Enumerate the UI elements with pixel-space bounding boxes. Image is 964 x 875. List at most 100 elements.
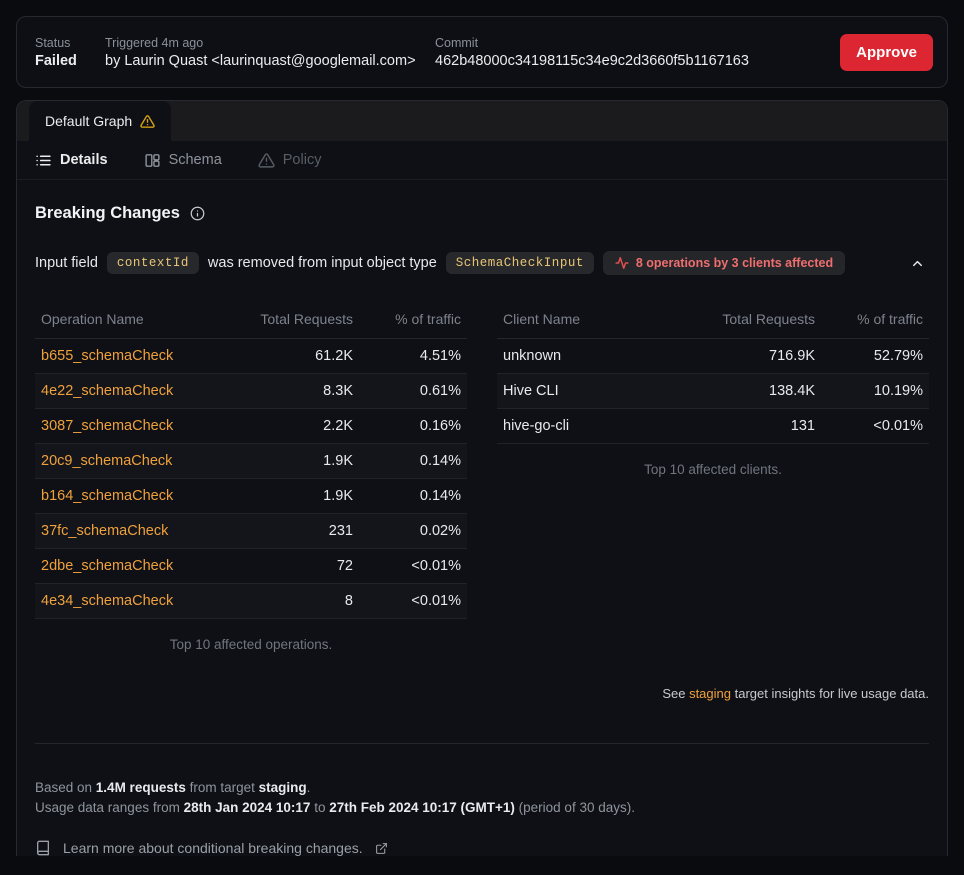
alert-triangle-icon [258, 152, 275, 169]
table-row: hive-go-cli 131 <0.01% [497, 408, 929, 444]
traffic-percent-cell: 0.16% [359, 408, 467, 444]
table-row: 20c9_schemaCheck 1.9K 0.14% [35, 443, 467, 479]
operation-link[interactable]: 4e34_schemaCheck [41, 593, 174, 609]
warning-triangle-icon [140, 114, 155, 129]
total-requests-cell: 131 [713, 408, 821, 444]
external-link-icon [375, 842, 388, 855]
tab-policy[interactable]: Policy [258, 152, 322, 169]
info-icon[interactable] [190, 206, 205, 221]
check-panel: Default Graph Details Schema [16, 100, 948, 856]
usage-tables: Operation Name Total Requests % of traff… [35, 301, 929, 652]
clients-caption: Top 10 affected clients. [644, 462, 782, 477]
total-requests-cell: 1.9K [251, 478, 359, 514]
field-code-badge: contextId [106, 252, 199, 274]
operation-link[interactable]: 37fc_schemaCheck [41, 523, 169, 539]
subtab-bar: Details Schema Policy [17, 141, 947, 180]
operation-link[interactable]: 2dbe_schemaCheck [41, 558, 174, 574]
schema-icon [144, 152, 161, 169]
affected-operations-badge[interactable]: 8 operations by 3 clients affected [602, 251, 846, 275]
commit-block: Commit 462b48000c34198115c34e9c2d3660f5b… [435, 36, 840, 69]
traffic-percent-cell: 52.79% [821, 338, 929, 374]
total-requests-cell: 8 [251, 583, 359, 619]
operation-link[interactable]: b164_schemaCheck [41, 488, 174, 504]
affected-operations-label: 8 operations by 3 clients affected [635, 256, 834, 270]
total-requests-cell: 8.3K [251, 373, 359, 409]
highlighted-text: 1.4M requests [95, 780, 186, 795]
text-segment: to [310, 800, 330, 815]
traffic-percent-cell: 0.61% [359, 373, 467, 409]
col-client-name: Client Name [497, 301, 713, 339]
chevron-up-icon[interactable] [906, 252, 929, 275]
approve-button[interactable]: Approve [840, 33, 933, 71]
tab-schema-label: Schema [168, 152, 222, 168]
operation-name-cell: 37fc_schemaCheck [35, 513, 251, 549]
triggered-label: Triggered 4m ago [105, 35, 204, 50]
breaking-change-row[interactable]: Input field contextId was removed from i… [35, 251, 929, 275]
type-code-badge: SchemaCheckInput [445, 252, 594, 274]
operation-name-cell: 4e22_schemaCheck [35, 373, 251, 409]
client-name-cell: unknown [497, 338, 713, 374]
operation-link[interactable]: 3087_schemaCheck [41, 418, 174, 434]
operations-caption: Top 10 affected operations. [169, 637, 333, 652]
operation-name-cell: 4e34_schemaCheck [35, 583, 251, 619]
status-block: Status Failed [35, 36, 89, 69]
status-value: Failed [35, 52, 77, 69]
tab-policy-label: Policy [282, 152, 322, 168]
client-name-cell: Hive CLI [497, 373, 713, 409]
usage-summary-line1: Based on 1.4M requests from target stagi… [35, 778, 929, 798]
page: Status Failed Triggered 4m ago by Laurin… [16, 16, 948, 856]
text-segment: . [306, 780, 311, 795]
traffic-percent-cell: 4.51% [359, 338, 467, 374]
total-requests-cell: 138.4K [713, 373, 821, 409]
activity-pulse-icon [615, 256, 629, 270]
table-row: 2dbe_schemaCheck 72 <0.01% [35, 548, 467, 584]
graph-tab-default[interactable]: Default Graph [29, 101, 172, 141]
total-requests-cell: 716.9K [713, 338, 821, 374]
table-row: unknown 716.9K 52.79% [497, 338, 929, 374]
traffic-percent-cell: 10.19% [821, 373, 929, 409]
operation-link[interactable]: 4e22_schemaCheck [41, 383, 174, 399]
tab-details-label: Details [60, 152, 108, 168]
breaking-changes-title: Breaking Changes [35, 204, 180, 222]
operations-table-block: Operation Name Total Requests % of traff… [35, 301, 467, 652]
traffic-percent-cell: 0.14% [359, 443, 467, 479]
commit-label: Commit [435, 35, 479, 50]
learn-more-label: Learn more about conditional breaking ch… [63, 840, 363, 856]
triggered-by: by Laurin Quast <laurinquast@googlemail.… [105, 52, 416, 69]
insights-note: See staging target insights for live usa… [35, 686, 929, 701]
learn-more-link[interactable]: Learn more about conditional breaking ch… [35, 840, 929, 856]
check-header-card: Status Failed Triggered 4m ago by Laurin… [16, 16, 948, 88]
text-segment: Usage data ranges from [35, 800, 184, 815]
col-total-requests: Total Requests [713, 301, 821, 339]
triggered-block: Triggered 4m ago by Laurin Quast <laurin… [105, 36, 421, 69]
traffic-percent-cell: <0.01% [821, 408, 929, 444]
text-segment: (period of 30 days). [514, 800, 635, 815]
staging-link[interactable]: staging [689, 686, 731, 701]
highlighted-text: 27th Feb 2024 10:17 (GMT+1) [329, 800, 515, 815]
operations-table: Operation Name Total Requests % of traff… [35, 301, 467, 619]
operation-name-cell: 2dbe_schemaCheck [35, 548, 251, 584]
operation-link[interactable]: b655_schemaCheck [41, 348, 174, 364]
highlighted-text: 28th Jan 2024 10:17 [183, 800, 311, 815]
operation-link[interactable]: 20c9_schemaCheck [41, 453, 173, 469]
operation-name-cell: 3087_schemaCheck [35, 408, 251, 444]
total-requests-cell: 231 [251, 513, 359, 549]
table-row: b164_schemaCheck 1.9K 0.14% [35, 478, 467, 514]
total-requests-cell: 61.2K [251, 338, 359, 374]
breaking-changes-header: Breaking Changes [35, 204, 929, 223]
tab-details[interactable]: Details [35, 152, 108, 169]
table-row: 4e34_schemaCheck 8 <0.01% [35, 583, 467, 619]
table-row: 4e22_schemaCheck 8.3K 0.61% [35, 373, 467, 409]
insights-note-prefix: See [662, 686, 690, 701]
col-total-requests: Total Requests [251, 301, 359, 339]
traffic-percent-cell: 0.14% [359, 478, 467, 514]
change-middle: was removed from input object type [207, 255, 437, 271]
table-row: b655_schemaCheck 61.2K 4.51% [35, 338, 467, 374]
list-icon [35, 152, 52, 169]
tab-schema[interactable]: Schema [144, 152, 222, 169]
usage-summary-line2: Usage data ranges from 28th Jan 2024 10:… [35, 798, 929, 818]
text-segment: from target [185, 780, 259, 795]
footer-divider [35, 743, 929, 744]
col-traffic: % of traffic [359, 301, 467, 339]
operation-name-cell: 20c9_schemaCheck [35, 443, 251, 479]
